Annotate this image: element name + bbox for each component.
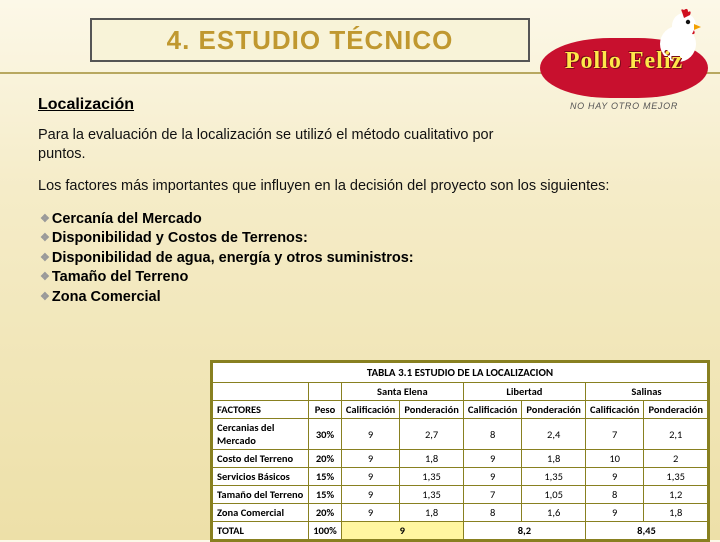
diamond-icon: ❖	[40, 212, 50, 227]
cell: 2,1	[644, 419, 708, 450]
cell: 1,35	[400, 486, 464, 504]
table-col-peso	[309, 383, 342, 401]
cell: 2,4	[522, 419, 586, 450]
cell: 9	[463, 468, 522, 486]
cell: 30%	[309, 419, 342, 450]
table-header: Calificación	[463, 401, 522, 419]
table-header: Peso	[309, 401, 342, 419]
cell: 9	[341, 468, 400, 486]
cell: 8,45	[585, 522, 707, 540]
cell: 9	[341, 419, 400, 450]
cell: 20%	[309, 504, 342, 522]
list-item: ❖Disponibilidad y Costos de Terrenos:	[40, 229, 690, 249]
list-item: ❖Disponibilidad de agua, energía y otros…	[40, 249, 690, 269]
cell: 100%	[309, 522, 342, 540]
cell: 8	[463, 419, 522, 450]
list-item: ❖Tamaño del Terreno	[40, 268, 690, 288]
table-row: Zona Comercial 20% 9 1,8 8 1,6 9 1,8	[213, 504, 708, 522]
table-row: Servicios Básicos 15% 9 1,35 9 1,35 9 1,…	[213, 468, 708, 486]
cell: 2	[644, 450, 708, 468]
table-header: Calificación	[585, 401, 644, 419]
cell: 1,35	[644, 468, 708, 486]
cell: 15%	[309, 468, 342, 486]
table-total-row: TOTAL 100% 9 8,2 8,45	[213, 522, 708, 540]
table-header: Ponderación	[400, 401, 464, 419]
table-header: FACTORES	[213, 401, 309, 419]
intro-paragraph-1: Para la evaluación de la localización se…	[38, 126, 538, 163]
cell: 1,35	[522, 468, 586, 486]
cell: 1,2	[644, 486, 708, 504]
cell: 9	[341, 450, 400, 468]
slide-title: 4. ESTUDIO TÉCNICO	[167, 25, 454, 56]
list-item-label: Tamaño del Terreno	[52, 269, 188, 285]
list-item-label: Disponibilidad y Costos de Terrenos:	[52, 230, 308, 246]
cell: 20%	[309, 450, 342, 468]
list-item: ❖Cercanía del Mercado	[40, 210, 690, 230]
table-title: TABLA 3.1 ESTUDIO DE LA LOCALIZACION	[213, 363, 708, 383]
table-group: Salinas	[585, 383, 707, 401]
table-header: Calificación	[341, 401, 400, 419]
cell: 1,6	[522, 504, 586, 522]
cell: 7	[463, 486, 522, 504]
diamond-icon: ❖	[40, 231, 50, 246]
cell: 10	[585, 450, 644, 468]
cell: 1,8	[644, 504, 708, 522]
list-item-label: Disponibilidad de agua, energía y otros …	[52, 250, 414, 266]
list-item: ❖Zona Comercial	[40, 288, 690, 308]
row-label: Zona Comercial	[213, 504, 309, 522]
cell-highlight: 9	[341, 522, 463, 540]
cell: 9	[463, 450, 522, 468]
brand-logo: Pollo Feliz NO HAY OTRO MEJOR	[540, 8, 708, 138]
table-group: Libertad	[463, 383, 585, 401]
row-label: TOTAL	[213, 522, 309, 540]
table-row: Tamaño del Terreno 15% 9 1,35 7 1,05 8 1…	[213, 486, 708, 504]
table-col-factors	[213, 383, 309, 401]
cell: 1,35	[400, 468, 464, 486]
row-label: Cercanias del Mercado	[213, 419, 309, 450]
cell: 1,8	[522, 450, 586, 468]
table-group: Santa Elena	[341, 383, 463, 401]
cell: 8	[463, 504, 522, 522]
cell: 9	[585, 468, 644, 486]
logo-tagline: NO HAY OTRO MEJOR	[540, 101, 708, 111]
cell: 1,8	[400, 450, 464, 468]
table-row: Cercanias del Mercado 30% 9 2,7 8 2,4 7 …	[213, 419, 708, 450]
diamond-icon: ❖	[40, 251, 50, 266]
table-header: Ponderación	[522, 401, 586, 419]
cell: 9	[341, 504, 400, 522]
list-item-label: Cercanía del Mercado	[52, 211, 202, 227]
cell: 8,2	[463, 522, 585, 540]
cell: 2,7	[400, 419, 464, 450]
table-subheader-row: FACTORES Peso Calificación Ponderación C…	[213, 401, 708, 419]
diamond-icon: ❖	[40, 270, 50, 285]
table-body: Cercanias del Mercado 30% 9 2,7 8 2,4 7 …	[213, 419, 708, 540]
cell: 9	[341, 486, 400, 504]
cell: 15%	[309, 486, 342, 504]
cell: 1,05	[522, 486, 586, 504]
list-item-label: Zona Comercial	[52, 289, 161, 305]
row-label: Costo del Terreno	[213, 450, 309, 468]
table-group-row: Santa Elena Libertad Salinas	[213, 383, 708, 401]
intro-paragraph-2: Los factores más importantes que influye…	[38, 177, 690, 196]
row-label: Servicios Básicos	[213, 468, 309, 486]
diamond-icon: ❖	[40, 290, 50, 305]
location-table: TABLA 3.1 ESTUDIO DE LA LOCALIZACION San…	[210, 360, 710, 542]
cell: 8	[585, 486, 644, 504]
factors-list: ❖Cercanía del Mercado ❖Disponibilidad y …	[40, 210, 690, 308]
cell: 1,8	[400, 504, 464, 522]
logo-brand-text: Pollo Feliz	[540, 48, 708, 75]
cell: 7	[585, 419, 644, 450]
row-label: Tamaño del Terreno	[213, 486, 309, 504]
table-row: Costo del Terreno 20% 9 1,8 9 1,8 10 2	[213, 450, 708, 468]
table-header: Ponderación	[644, 401, 708, 419]
cell: 9	[585, 504, 644, 522]
slide-title-box: 4. ESTUDIO TÉCNICO	[90, 18, 530, 62]
